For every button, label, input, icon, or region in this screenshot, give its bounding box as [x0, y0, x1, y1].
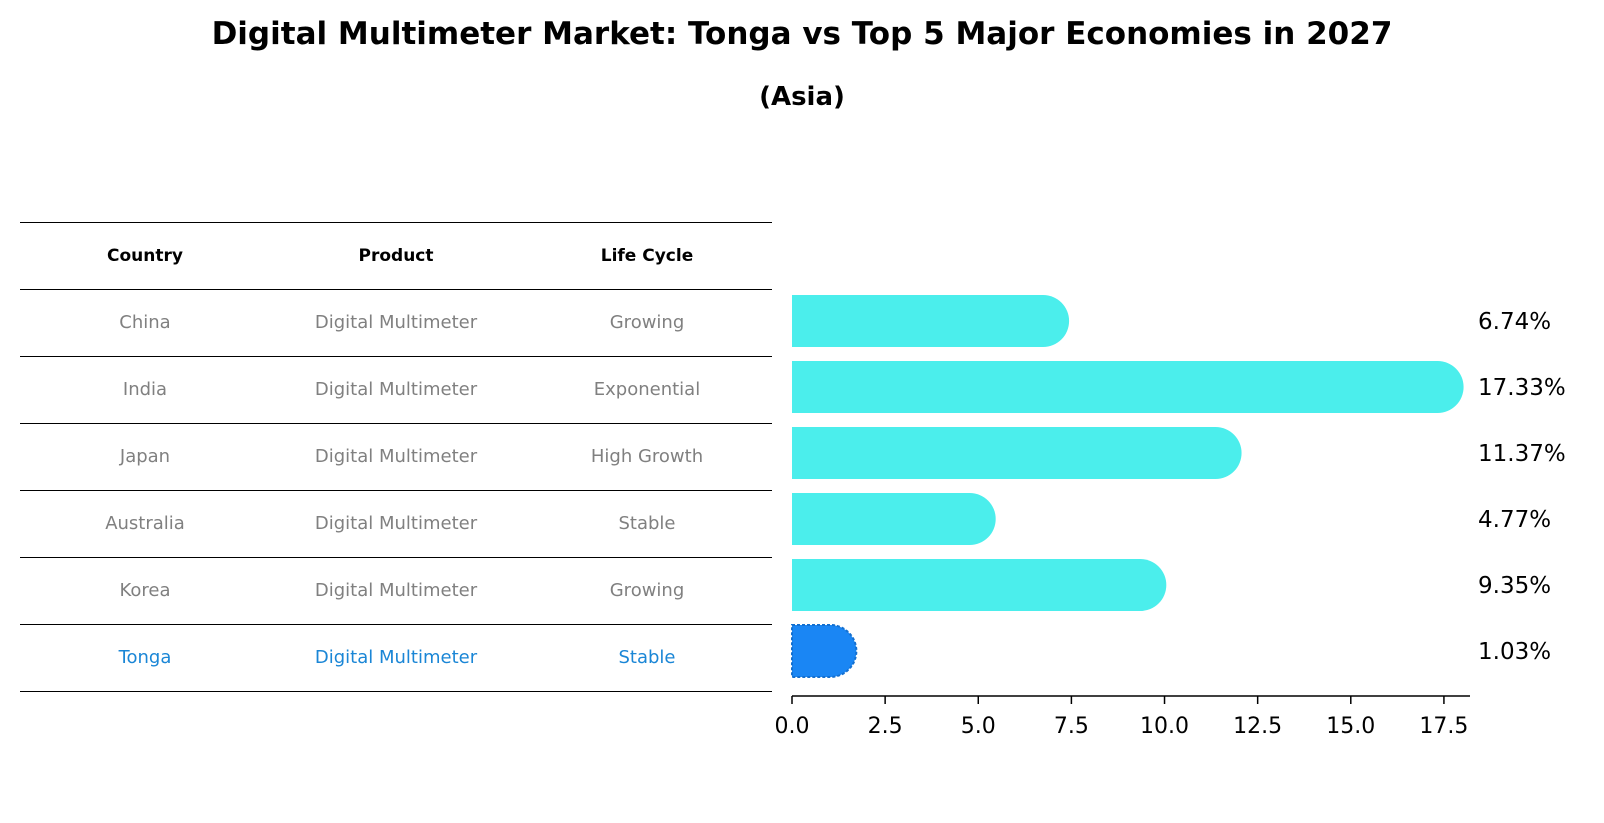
- x-tick-label: 7.5: [1054, 714, 1089, 739]
- x-tick-label: 5.0: [961, 714, 996, 739]
- chart-title: Digital Multimeter Market: Tonga vs Top …: [211, 16, 1393, 52]
- bar: [792, 493, 996, 545]
- cell-product: Digital Multimeter: [314, 580, 478, 601]
- cell-country: Japan: [119, 446, 171, 467]
- bar-value-label: 9.35%: [1478, 573, 1551, 599]
- cell-product: Digital Multimeter: [314, 312, 478, 333]
- bar-value-label: 1.03%: [1478, 639, 1551, 665]
- x-tick-label: 0.0: [775, 714, 810, 739]
- cell-product: Digital Multimeter: [314, 513, 478, 534]
- cell-country: India: [122, 379, 168, 400]
- cell-life-cycle: Growing: [609, 580, 685, 601]
- cell-life-cycle: Growing: [609, 312, 685, 333]
- cell-life-cycle: Exponential: [593, 379, 701, 400]
- bar: [792, 295, 1070, 347]
- bar-value-label: 17.33%: [1478, 375, 1566, 401]
- cell-product: Digital Multimeter: [314, 647, 478, 668]
- bar-value-label: 11.37%: [1478, 441, 1566, 467]
- bar-value-label: 4.77%: [1478, 507, 1551, 533]
- x-tick-label: 12.5: [1233, 714, 1282, 739]
- table-row: China Digital Multimeter Growing: [20, 289, 772, 356]
- table-row-highlighted: Tonga Digital Multimeter Stable: [20, 624, 772, 692]
- cell-product: Digital Multimeter: [314, 379, 478, 400]
- header-product: Product: [358, 246, 434, 266]
- table-header-row: Country Product Life Cycle: [20, 222, 772, 289]
- table-row: Korea Digital Multimeter Growing: [20, 557, 772, 624]
- x-tick-label: 2.5: [868, 714, 903, 739]
- table-row: Australia Digital Multimeter Stable: [20, 490, 772, 557]
- bar: [792, 427, 1242, 479]
- cell-country: China: [119, 312, 171, 333]
- bar-highlight: [791, 624, 858, 678]
- data-table: Country Product Life Cycle China Digital…: [20, 222, 772, 692]
- table-row: India Digital Multimeter Exponential: [20, 356, 772, 423]
- cell-product: Digital Multimeter: [314, 446, 478, 467]
- header-country: Country: [107, 246, 183, 266]
- cell-life-cycle: Stable: [618, 513, 676, 534]
- bar: [792, 559, 1167, 611]
- bar-value-label: 6.74%: [1478, 309, 1551, 335]
- table-row: Japan Digital Multimeter High Growth: [20, 423, 772, 490]
- bar: [792, 361, 1464, 413]
- x-tick-label: 17.5: [1419, 714, 1468, 739]
- cell-country: Australia: [105, 513, 185, 534]
- cell-life-cycle: High Growth: [590, 446, 704, 467]
- cell-life-cycle: Stable: [618, 647, 676, 668]
- x-tick-label: 10.0: [1140, 714, 1189, 739]
- cell-country: Tonga: [118, 647, 172, 668]
- header-life-cycle: Life Cycle: [600, 246, 694, 266]
- cell-country: Korea: [119, 580, 171, 601]
- chart-subtitle: (Asia): [759, 82, 845, 112]
- x-tick-label: 15.0: [1326, 714, 1375, 739]
